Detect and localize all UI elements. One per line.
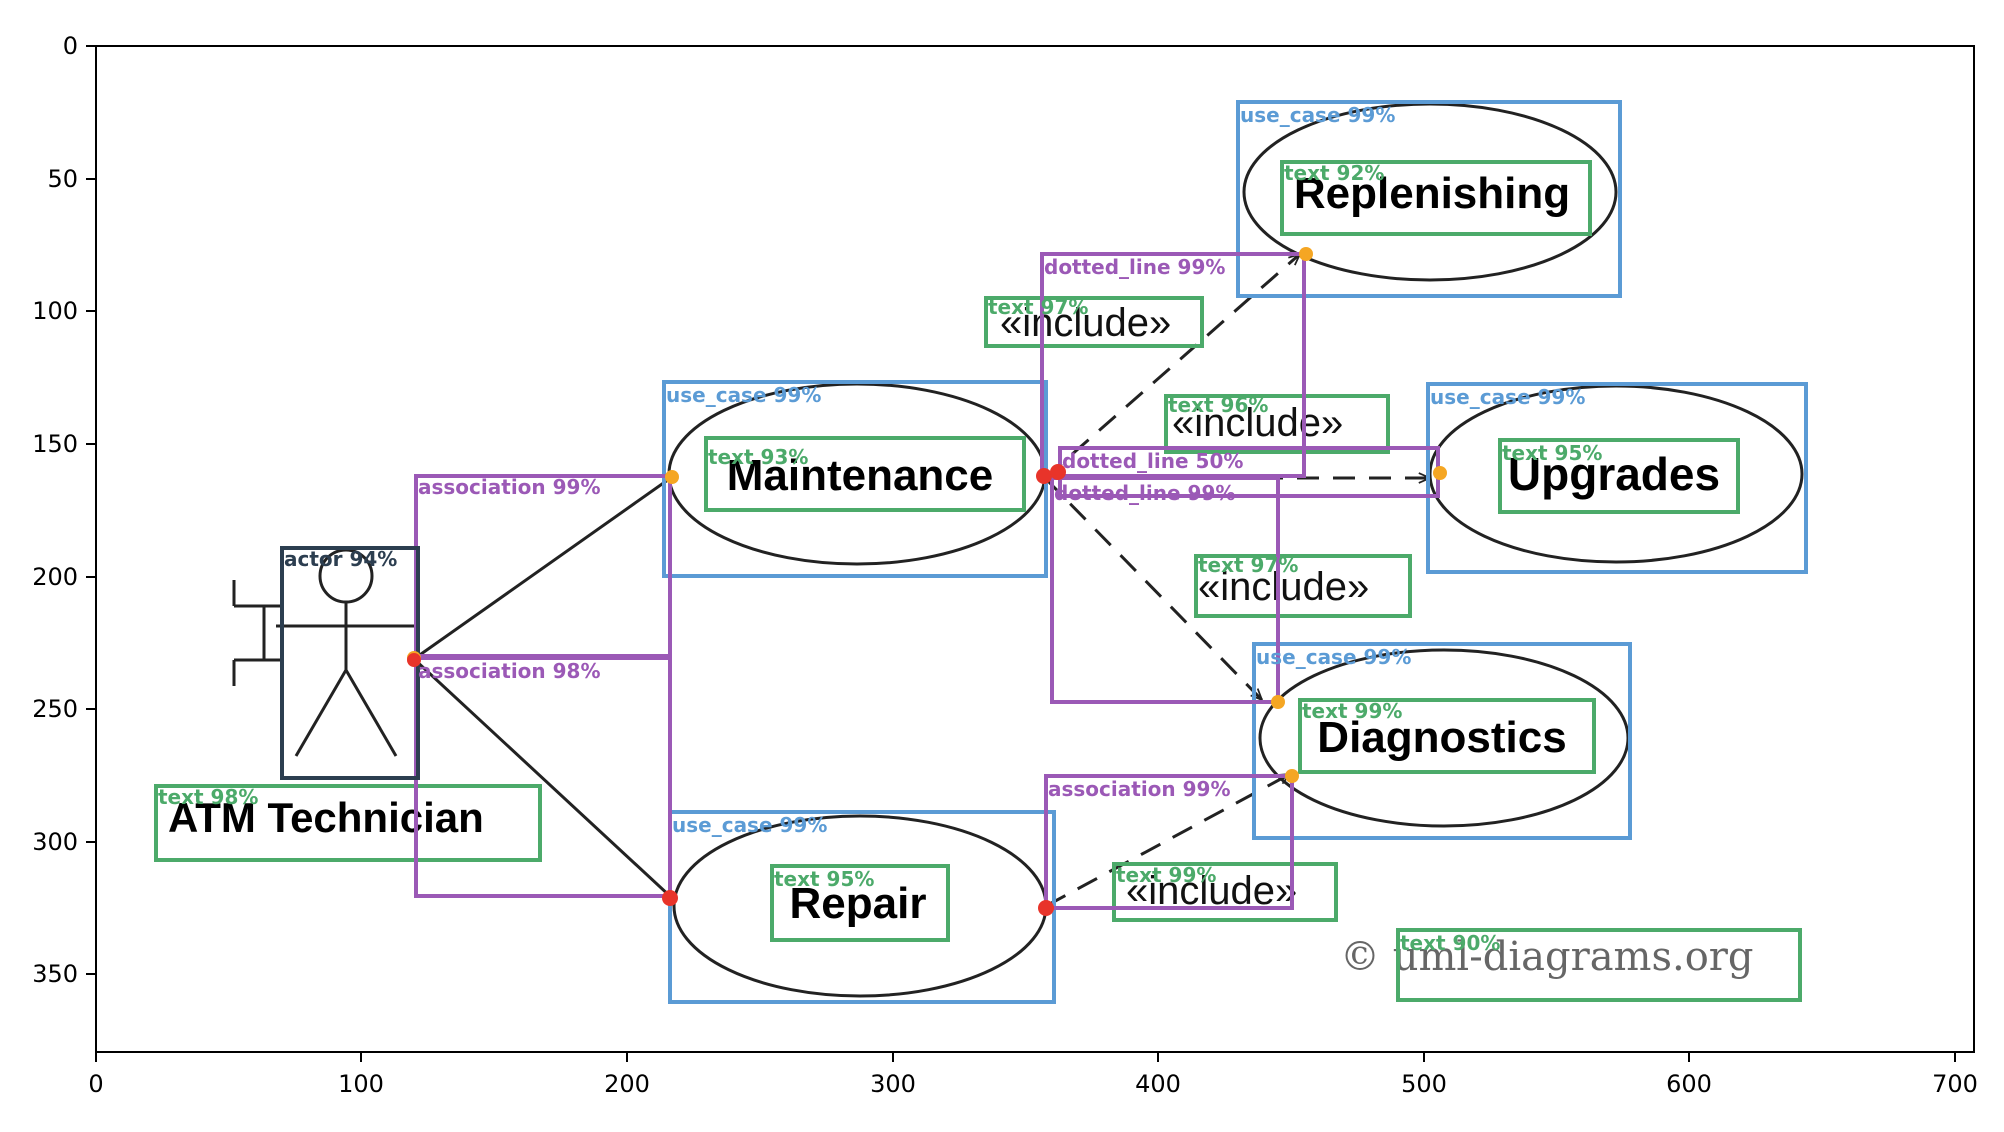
det-label-text-replenishing: text 92% <box>1284 161 1384 185</box>
include-arrow-diagnostics <box>1043 476 1262 700</box>
x-tick-label: 300 <box>870 1070 916 1098</box>
y-axis <box>86 45 96 975</box>
include-arrow-replenishing <box>1044 254 1300 480</box>
det-label-dotted-line-2: dotted_line 50% <box>1062 449 1243 473</box>
y-tick-labels: 0 50 100 150 200 250 300 350 <box>32 32 78 988</box>
det-box-text-upgrades <box>1498 438 1740 514</box>
y-tick-label: 350 <box>32 960 78 988</box>
use-case-label-diagnostics: Diagnostics <box>1317 713 1566 762</box>
include-label-1: «include» <box>1000 301 1171 345</box>
y-tick-label: 200 <box>32 563 78 591</box>
det-label-use-case-upgrades: use_case 99% <box>1430 385 1585 409</box>
detection-labels: use_case 99% use_case 99% use_case 99% u… <box>158 103 1602 955</box>
det-label-text-maintenance: text 93% <box>708 445 808 469</box>
det-label-text-upgrades: text 95% <box>1502 441 1602 465</box>
include-arrow-repair-diagnostics <box>1045 772 1290 908</box>
det-box-text-include-1 <box>984 296 1204 348</box>
include-label-2: «include» <box>1172 401 1343 445</box>
x-tick-label: 500 <box>1401 1070 1447 1098</box>
det-label-use-case-replenishing: use_case 99% <box>1240 103 1395 127</box>
det-box-use-case-replenishing <box>1236 100 1622 298</box>
det-label-dotted-line-3: dotted_line 99% <box>1054 481 1235 505</box>
include-label-4: «include» <box>1126 869 1297 913</box>
use-case-label-repair: Repair <box>790 879 927 928</box>
actor-name: ATM Technician <box>168 794 484 841</box>
keypoint <box>1285 769 1299 783</box>
det-label-actor: actor 94% <box>284 547 397 571</box>
keypoint <box>665 470 679 484</box>
x-tick-label: 600 <box>1666 1070 1712 1098</box>
y-tick-label: 50 <box>47 165 78 193</box>
det-box-text-maintenance <box>704 436 1026 512</box>
det-label-association-3: association 99% <box>1048 777 1230 801</box>
association-lines <box>412 475 674 900</box>
detection-overlay <box>154 100 1808 1004</box>
y-tick-label: 0 <box>63 32 78 60</box>
det-label-association-2: association 98% <box>418 659 600 683</box>
association-repair <box>412 657 674 900</box>
use-case-label-replenishing: Replenishing <box>1294 169 1570 218</box>
det-box-text-atm <box>154 784 542 862</box>
det-label-use-case-maintenance: use_case 99% <box>666 383 821 407</box>
det-box-text-diagnostics <box>1298 698 1596 774</box>
keypoint <box>407 653 421 667</box>
det-label-association-1: association 99% <box>418 475 600 499</box>
det-box-association-3 <box>1044 774 1294 910</box>
det-label-text-atm: text 98% <box>158 785 258 809</box>
det-label-text-copyright: text 90% <box>1400 931 1500 955</box>
det-label-text-include-3: text 97% <box>1198 553 1298 577</box>
det-box-use-case-diagnostics <box>1252 642 1632 840</box>
det-box-text-repair <box>770 864 950 942</box>
y-tick-label: 150 <box>32 430 78 458</box>
use-case-label-upgrades: Upgrades <box>1508 448 1720 500</box>
det-label-text-include-2: text 96% <box>1168 393 1268 417</box>
det-label-text-include-1: text 97% <box>988 295 1088 319</box>
det-label-text-repair: text 95% <box>774 867 874 891</box>
keypoints <box>407 247 1447 916</box>
keypoint <box>1050 464 1066 480</box>
det-box-text-include-3 <box>1194 554 1412 618</box>
keypoint <box>1271 695 1285 709</box>
x-tick-label: 100 <box>338 1070 384 1098</box>
uml-diagram: ATM Technician Replenishing Maintenance … <box>168 102 1804 998</box>
det-box-text-include-2 <box>1164 394 1390 454</box>
keypoint <box>1299 247 1313 261</box>
det-label-use-case-diagnostics: use_case 99% <box>1256 645 1411 669</box>
det-label-text-diagnostics: text 99% <box>1302 699 1402 723</box>
x-tick-label: 200 <box>604 1070 650 1098</box>
association-maintenance <box>413 475 673 661</box>
use-case-label-maintenance: Maintenance <box>727 451 994 500</box>
keypoint <box>662 890 678 906</box>
det-box-use-case-upgrades <box>1426 382 1808 574</box>
x-tick-labels: 0 100 200 300 400 500 600 700 <box>88 1070 1978 1098</box>
copyright-text: © uml-diagrams.org <box>1340 934 1754 980</box>
y-tick-label: 250 <box>32 695 78 723</box>
det-label-use-case-repair: use_case 99% <box>672 813 827 837</box>
x-tick-label: 400 <box>1135 1070 1181 1098</box>
y-tick-label: 300 <box>32 828 78 856</box>
det-box-text-replenishing <box>1280 160 1592 236</box>
det-box-dotted-line-3 <box>1050 476 1280 704</box>
y-tick-label: 100 <box>32 297 78 325</box>
keypoint <box>1036 468 1052 484</box>
x-tick-label: 700 <box>1932 1070 1978 1098</box>
det-box-text-copyright <box>1396 928 1802 1002</box>
x-axis <box>95 1052 1956 1062</box>
actor-figure <box>232 548 414 757</box>
x-tick-label: 0 <box>88 1070 103 1098</box>
keypoint <box>1038 900 1054 916</box>
include-label-3: «include» <box>1198 565 1369 609</box>
det-label-text-include-4: text 99% <box>1116 863 1216 887</box>
keypoint <box>1433 466 1447 480</box>
det-box-text-include-4 <box>1112 862 1338 922</box>
det-label-dotted-line-1: dotted_line 99% <box>1044 255 1225 279</box>
